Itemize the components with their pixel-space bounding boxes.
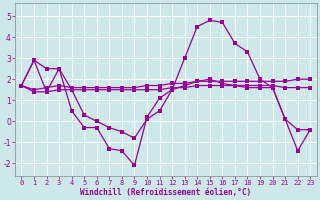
X-axis label: Windchill (Refroidissement éolien,°C): Windchill (Refroidissement éolien,°C) xyxy=(80,188,252,197)
